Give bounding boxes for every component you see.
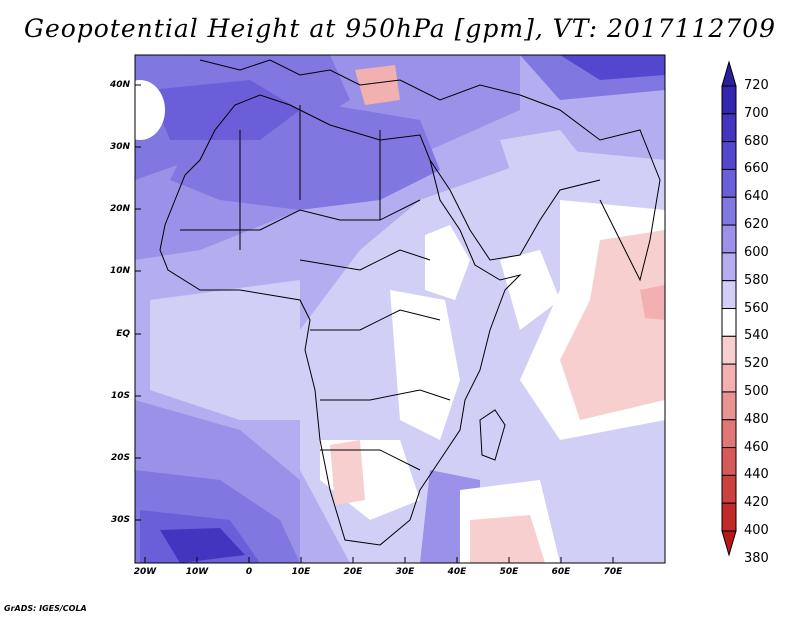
colorbar-level-label: 620 <box>744 217 769 233</box>
colorbar-level-label: 440 <box>744 467 769 483</box>
colorbar-level-label: 640 <box>744 189 769 205</box>
lat-label: 40N <box>109 80 130 90</box>
colorbar-swatch <box>721 141 737 170</box>
colorbar-swatch <box>721 363 737 393</box>
lat-label: 30N <box>109 142 130 152</box>
lat-label: 20S <box>110 453 130 463</box>
lon-label: 20W <box>133 567 157 577</box>
colorbar-swatch <box>721 308 737 337</box>
colorbar-level-label: 700 <box>744 105 769 121</box>
colorbar-level-label: 460 <box>744 439 769 455</box>
colorbar-level-label: 480 <box>744 411 769 427</box>
lon-label: 0 <box>245 567 253 577</box>
lon-label: 70E <box>603 567 623 577</box>
lat-label: 20N <box>109 204 130 214</box>
lon-label: 50E <box>499 567 519 577</box>
colorbar-level-label: 660 <box>744 161 769 177</box>
lon-label: 60E <box>551 567 571 577</box>
lon-label: 20E <box>343 567 363 577</box>
lat-label: EQ <box>116 329 130 339</box>
lon-label: 10W <box>185 567 209 577</box>
colorbar-swatch <box>721 447 737 476</box>
colorbar-swatch <box>721 113 737 143</box>
lon-label: 30E <box>395 567 415 577</box>
lon-label: 40E <box>447 567 467 577</box>
colorbar-arrow-top <box>721 60 737 87</box>
colorbar-level-label: 380 <box>744 550 769 566</box>
colorbar-swatch <box>721 502 737 532</box>
lon-label: 10E <box>291 567 311 577</box>
colorbar-level-label: 500 <box>744 383 769 399</box>
lat-label: 30S <box>110 515 130 525</box>
colorbar-swatch <box>721 85 737 115</box>
colorbar-level-label: 540 <box>744 328 769 344</box>
geopotential-field <box>135 55 665 563</box>
axis-ticks <box>135 84 614 563</box>
colorbar-swatch <box>721 391 737 421</box>
colorbar-swatch <box>721 474 737 504</box>
colorbar-level-label: 580 <box>744 272 769 288</box>
lat-label: 10N <box>109 266 130 276</box>
credit-text: GrADS: IGES/COLA <box>4 604 87 613</box>
colorbar-level-label: 600 <box>744 244 769 260</box>
colorbar-level-label: 720 <box>744 78 769 93</box>
colorbar-arrow-bottom <box>721 530 737 557</box>
colorbar-swatch <box>721 280 737 309</box>
coastline-borders <box>159 59 661 546</box>
map-title: Geopotential Height at 950hPa [gpm], VT:… <box>23 14 777 43</box>
colorbar-swatch <box>721 196 737 226</box>
colorbar-swatch <box>721 224 737 254</box>
colorbar-level-label: 680 <box>744 133 769 149</box>
colorbar-swatch <box>721 252 737 282</box>
colorbar-level-label: 400 <box>744 523 769 538</box>
map-frame <box>134 54 666 564</box>
colorbar-level-label: 560 <box>744 300 769 316</box>
colorbar-swatch <box>721 419 737 449</box>
colorbar-level-label: 520 <box>744 356 769 372</box>
colorbar-swatch <box>721 168 737 198</box>
colorbar-level-label: 420 <box>744 495 769 511</box>
lat-label: 10S <box>110 391 130 401</box>
colorbar-swatch <box>721 335 737 365</box>
